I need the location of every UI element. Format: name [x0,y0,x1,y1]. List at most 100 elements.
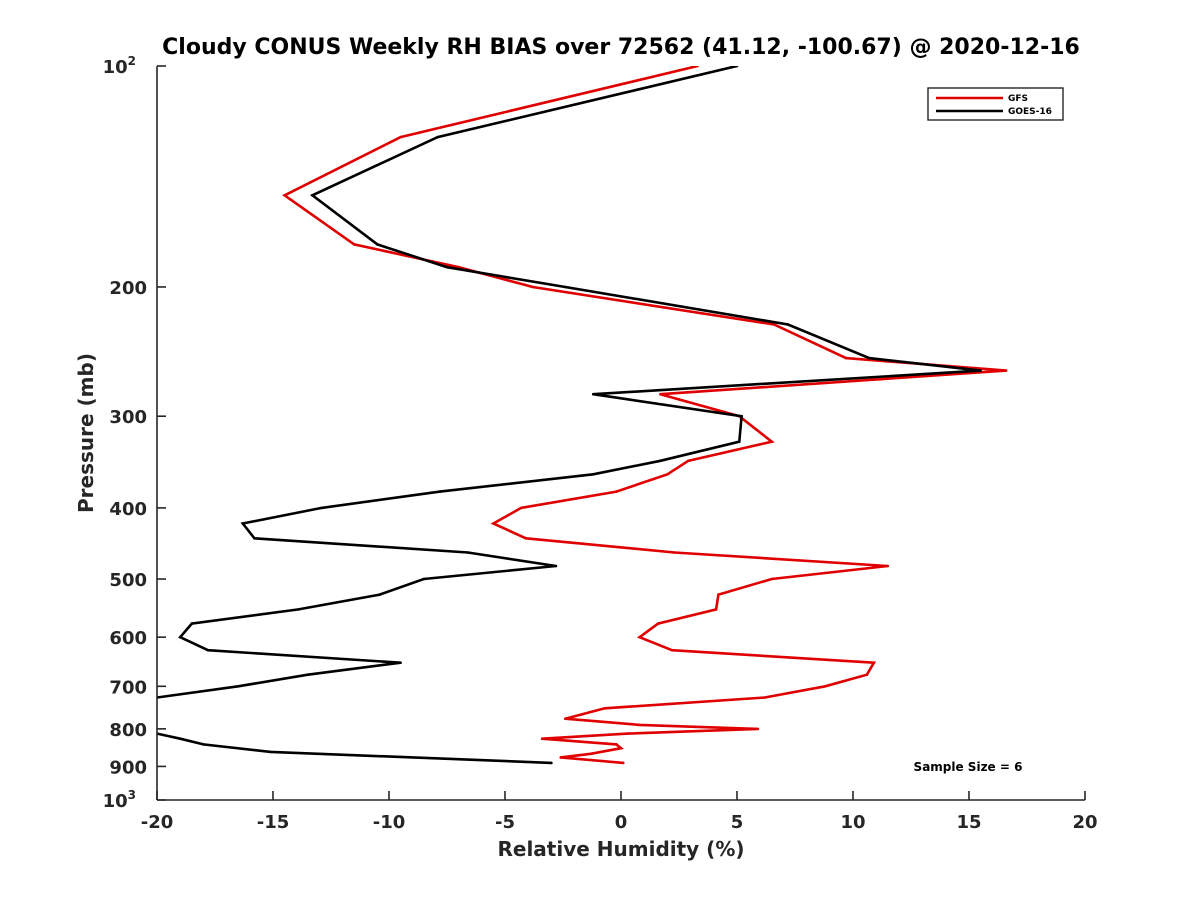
y-tick-label: 102 [103,54,136,78]
data-point-goes-16 [320,506,324,510]
y-tick-label: 400 [109,499,147,520]
plot-area [157,66,1085,800]
data-point-gfs [666,473,669,476]
data-point-gfs [717,593,720,596]
x-tick-label: 20 [1072,812,1097,833]
data-point-gfs [1004,369,1008,372]
y-tick-label: 200 [109,278,147,299]
data-point-goes-16 [178,635,182,639]
data-point-gfs [283,194,286,197]
data-point-goes-16 [202,743,205,746]
x-tick-label: -15 [257,812,290,833]
data-point-goes-16 [399,661,402,664]
data-point-goes-16 [979,369,982,372]
data-point-gfs [886,564,890,568]
data-point-gfs [696,66,699,68]
data-point-goes-16 [591,392,595,396]
legend-box [927,87,1064,121]
data-point-goes-16 [311,194,314,197]
data-point-goes-16 [438,490,442,493]
data-point-gfs [770,577,774,581]
y-tick-label: 800 [109,720,147,741]
data-point-goes-16 [591,473,595,476]
data-point-gfs [756,727,760,731]
data-point-goes-16 [306,673,310,676]
data-point-goes-16 [445,265,449,269]
data-point-goes-16 [738,440,741,444]
data-point-gfs [589,752,593,756]
data-point-gfs [670,648,674,652]
chart-title: Cloudy CONUS Weekly RH BIAS over 72562 (… [162,35,1080,60]
data-point-gfs [603,707,607,710]
y-tick-label: 103 [103,788,136,812]
data-point-gfs [492,522,495,525]
data-point-gfs [872,661,876,664]
data-point-goes-16 [178,737,182,740]
data-point-gfs [638,635,641,639]
data-point-gfs [656,622,660,625]
y-tick-label: 700 [109,677,147,698]
legend: GFS GOES-16 [927,87,1064,121]
data-point-goes-16 [554,564,558,568]
data-point-goes-16 [466,551,470,554]
data-point-gfs [559,756,562,759]
data-point-gfs [540,737,544,740]
data-point-goes-16 [253,537,256,540]
data-point-gfs [615,490,618,493]
data-point-goes-16 [867,356,871,360]
data-point-gfs [770,440,774,444]
x-axis-label: Relative Humidity (%) [497,837,744,861]
data-point-goes-16 [269,750,273,754]
y-ticks: 102 200 300 400 500 600 700 800 900 103 [103,54,166,812]
x-ticks: -20 -15 -10 -5 0 5 10 15 20 [141,791,1098,833]
series-line-goes-16 [157,66,981,765]
data-point-gfs [865,673,869,676]
data-point-goes-16 [422,577,426,581]
data-point-gfs [772,323,776,326]
data-point-gfs [687,459,690,463]
data-point-goes-16 [206,648,210,652]
y-tick-label: 500 [109,570,147,591]
y-tick-label: 300 [109,407,147,428]
x-tick-label: 0 [615,812,628,833]
data-point-goes-16 [564,285,567,289]
data-point-goes-16 [378,593,382,596]
data-point-goes-16 [786,323,790,326]
sample-size-annotation: Sample Size = 6 [914,760,1023,774]
legend-label-gfs: GFS [1008,94,1028,104]
data-point-gfs [714,608,718,611]
x-tick-label: 15 [956,812,981,833]
data-point-goes-16 [740,414,743,418]
data-point-gfs [823,685,827,688]
x-tick-label: -20 [141,812,174,833]
y-axis-label: Pressure (mb) [74,353,98,513]
data-point-gfs [615,743,618,746]
data-point-goes-16 [436,135,440,139]
data-point-goes-16 [735,66,739,68]
data-point-goes-16 [241,522,245,525]
x-tick-label: 5 [731,812,744,833]
data-point-gfs [844,356,848,360]
data-point-gfs [399,135,402,139]
data-point-gfs [519,506,523,510]
data-point-gfs [673,551,676,554]
data-point-goes-16 [659,459,662,463]
x-tick-label: -5 [495,812,515,833]
series-layer [157,66,1008,765]
data-point-gfs [352,243,356,246]
x-tick-label: 10 [840,812,865,833]
data-point-goes-16 [190,622,194,625]
y-tick-label: 600 [109,628,147,649]
data-point-goes-16 [550,761,553,765]
data-point-goes-16 [236,685,240,688]
data-point-gfs [659,392,662,396]
data-point-gfs [564,717,567,720]
data-point-gfs [638,723,641,727]
data-point-goes-16 [297,608,300,611]
data-point-gfs [626,732,630,735]
data-point-gfs [619,746,623,750]
data-point-gfs [763,696,767,699]
x-tick-label: -10 [373,812,406,833]
data-point-gfs [622,761,625,765]
